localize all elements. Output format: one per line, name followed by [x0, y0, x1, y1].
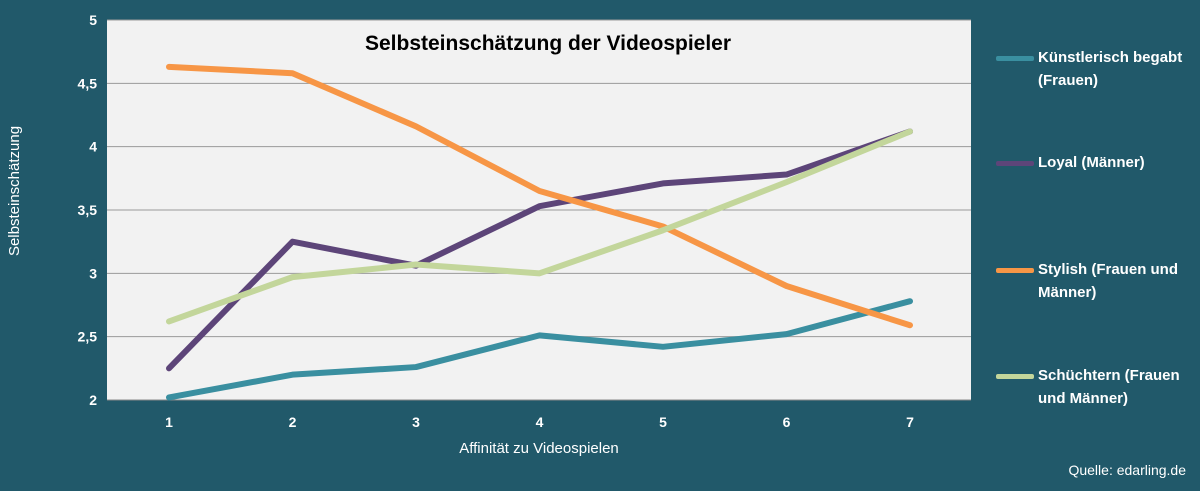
legend-label: Loyal (Männer) [1038, 151, 1145, 174]
series-line-1 [166, 298, 913, 401]
x-tick-label: 1 [165, 414, 173, 430]
legend-label-line: und Männer) [1038, 390, 1128, 407]
x-tick-label: 2 [289, 414, 297, 430]
legend-label-line: Männer) [1038, 284, 1097, 301]
series-lines [166, 63, 913, 401]
legend-item: Stylish (Frauen und Männer) [996, 258, 1196, 304]
legend-swatch [996, 374, 1034, 379]
legend-label-line: Stylish (Frauen und [1038, 261, 1179, 278]
legend-label-line: (Frauen) [1038, 72, 1098, 89]
y-tick-label: 2 [89, 392, 97, 408]
y-tick-label: 3,5 [78, 202, 98, 218]
x-axis-label: Affinität zu Videospielen [459, 440, 619, 457]
x-tick-label: 3 [412, 414, 420, 430]
y-tick-label: 2,5 [78, 329, 98, 345]
y-tick-label: 5 [89, 12, 97, 28]
legend-swatch [996, 56, 1034, 61]
legend-label: Schüchtern (Frauen und Männer) [1038, 364, 1180, 410]
legend-label: Künstlerisch begabt (Frauen) [1038, 46, 1182, 92]
x-tick-label: 7 [906, 414, 914, 430]
x-axis-ticks: 1 2 3 4 5 6 7 [165, 414, 914, 430]
series-line-4 [166, 128, 913, 325]
y-tick-label: 4 [89, 139, 97, 155]
chart-title: Selbsteinschätzung der Videospieler [365, 32, 731, 55]
legend-label-line: Schüchtern (Frauen [1038, 367, 1180, 384]
legend-item: Loyal (Männer) [996, 151, 1196, 174]
source-note: Quelle: edarling.de [1068, 462, 1186, 478]
x-tick-label: 4 [536, 414, 544, 430]
legend-label-line: Künstlerisch begabt [1038, 49, 1183, 66]
legend-label-line: Loyal (Männer) [1038, 154, 1145, 171]
legend-swatch [996, 268, 1034, 273]
legend-swatch [996, 161, 1034, 166]
x-tick-label: 6 [783, 414, 791, 430]
series-line-2 [166, 128, 913, 372]
legend-item: Schüchtern (Frauen und Männer) [996, 364, 1196, 410]
y-axis-ticks: 2 2,5 3 3,5 4 4,5 5 [78, 12, 98, 408]
y-tick-label: 3 [89, 265, 97, 281]
series-line-3 [166, 63, 913, 329]
legend-label: Stylish (Frauen und Männer) [1038, 258, 1178, 304]
y-axis-label: Selbsteinschätzung [6, 126, 23, 256]
y-tick-label: 4,5 [78, 75, 98, 91]
legend-item: Künstlerisch begabt (Frauen) [996, 46, 1196, 92]
x-tick-label: 5 [659, 414, 667, 430]
